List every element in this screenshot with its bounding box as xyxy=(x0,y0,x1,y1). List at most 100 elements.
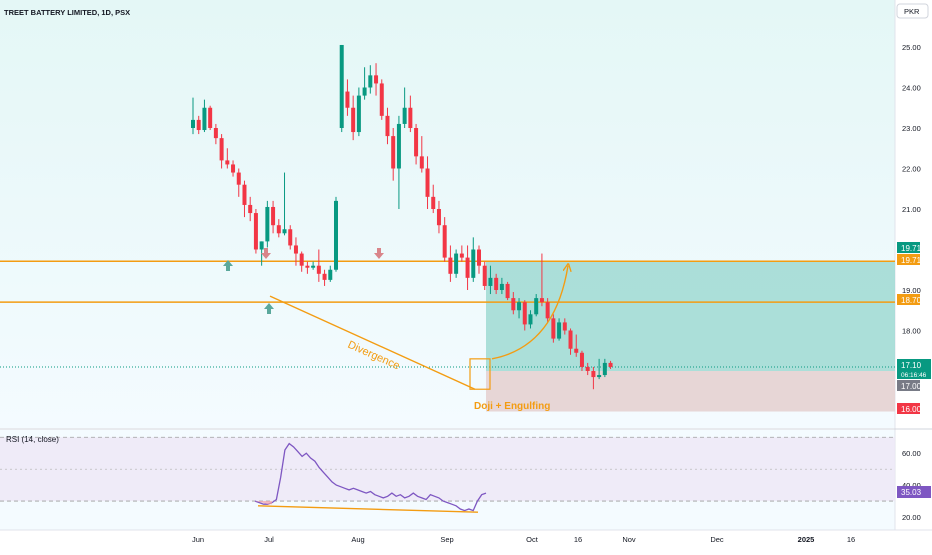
candle xyxy=(231,160,236,177)
time-tick-label: 16 xyxy=(574,535,582,544)
badge-entry-bg xyxy=(897,380,920,391)
symbol-title[interactable]: TREET BATTERY LIMITED, 1D, PSX xyxy=(4,8,130,17)
candle-body xyxy=(597,375,602,378)
candle xyxy=(522,300,527,331)
candle-body xyxy=(402,107,407,124)
candle-body xyxy=(591,371,596,378)
time-tick-label: Jun xyxy=(192,535,204,544)
candle xyxy=(517,298,522,319)
candle xyxy=(579,350,584,371)
candle xyxy=(288,225,293,250)
candle xyxy=(454,249,459,278)
candle xyxy=(391,128,396,181)
candle-body xyxy=(425,168,430,197)
rsi-tick-label: 40.00 xyxy=(902,481,921,490)
candle xyxy=(293,237,298,266)
divergence-trendline[interactable] xyxy=(269,295,476,390)
candle-body xyxy=(494,277,499,290)
candle xyxy=(591,366,596,390)
candle-body xyxy=(368,75,373,88)
candle xyxy=(585,362,590,376)
candle-body xyxy=(322,273,327,280)
rsi-divergence-trendline[interactable] xyxy=(257,505,479,513)
price-badges: 19.71 19.71 18.70 17.10 06:16:46 17.00 1… xyxy=(897,242,931,414)
price-tick-label: 18.00 xyxy=(902,327,921,336)
candle-body xyxy=(276,225,281,234)
candle-body xyxy=(579,352,584,367)
candle xyxy=(568,328,573,355)
rsi-pane: 60.00 40.00 20.00 xyxy=(0,436,921,522)
candle-body xyxy=(288,229,293,246)
candle xyxy=(511,292,516,315)
candle-body xyxy=(488,277,493,286)
rsi-oversold-fill xyxy=(255,501,272,505)
candle xyxy=(236,168,241,197)
candle-body xyxy=(293,245,298,254)
badge-last-price: 17.10 xyxy=(901,361,922,370)
candle xyxy=(459,245,464,262)
candle-body xyxy=(253,213,258,250)
candle-body xyxy=(414,128,419,157)
horizontal-levels[interactable] xyxy=(0,260,895,303)
candle-body xyxy=(213,128,218,139)
candle xyxy=(602,358,607,378)
candle-body xyxy=(374,75,379,84)
candle xyxy=(305,261,310,274)
candle xyxy=(499,277,504,295)
badge-level-2: 18.70 xyxy=(901,296,922,305)
candle xyxy=(494,273,499,295)
candle xyxy=(225,148,230,169)
candle-body xyxy=(551,318,556,339)
candle-body xyxy=(305,265,310,268)
candle-body xyxy=(339,44,344,128)
time-tick-label: 16 xyxy=(847,535,855,544)
rsi-label[interactable]: RSI (14, close) xyxy=(6,435,59,444)
candle-body xyxy=(242,184,247,205)
candle-body xyxy=(362,87,367,96)
position-zones xyxy=(486,261,895,412)
candle xyxy=(191,97,195,135)
target-zone xyxy=(486,261,895,371)
candle xyxy=(299,251,304,272)
candle xyxy=(374,63,379,96)
candle-body xyxy=(396,123,401,169)
currency-button[interactable] xyxy=(896,3,929,19)
candle-body xyxy=(522,302,527,325)
price-axis[interactable]: 25.00 24.00 23.00 22.00 21.00 19.00 18.00 xyxy=(902,43,921,336)
candle-body xyxy=(585,366,590,371)
candle-body xyxy=(419,156,424,169)
candle-body xyxy=(328,269,333,280)
candle-body xyxy=(477,249,481,266)
candle-body xyxy=(191,119,195,128)
candle xyxy=(362,67,367,100)
time-axis[interactable]: Jun Jul Aug Sep Oct 16 Nov Dec 2025 16 xyxy=(192,535,855,544)
arrow-up-icon xyxy=(264,303,274,314)
candle-body xyxy=(282,229,287,234)
candle xyxy=(271,200,276,234)
arrow-down-icon xyxy=(261,248,271,259)
candle xyxy=(597,358,602,380)
candle-body xyxy=(385,115,390,137)
pattern-highlight-box[interactable] xyxy=(469,358,491,390)
candle xyxy=(311,261,316,270)
candle xyxy=(545,298,550,323)
projection-arrow[interactable] xyxy=(491,266,568,360)
badge-countdown: 06:16:46 xyxy=(901,372,927,379)
candle-body xyxy=(225,160,230,165)
candle-body xyxy=(454,253,459,274)
candle xyxy=(465,245,470,290)
candle xyxy=(316,249,321,282)
candle xyxy=(253,209,258,254)
rsi-badge-value: 35.03 xyxy=(901,488,922,497)
time-tick-label: Dec xyxy=(710,535,724,544)
badge-upper-bottom-bg xyxy=(897,254,920,265)
candle-body xyxy=(534,298,539,315)
badge-upper-top-bg xyxy=(897,242,920,253)
candle xyxy=(419,136,424,173)
badge-last-price-bg xyxy=(897,359,931,379)
candle-body xyxy=(299,253,304,266)
candle xyxy=(528,310,533,329)
candle-body xyxy=(511,298,516,311)
candle xyxy=(334,196,338,272)
